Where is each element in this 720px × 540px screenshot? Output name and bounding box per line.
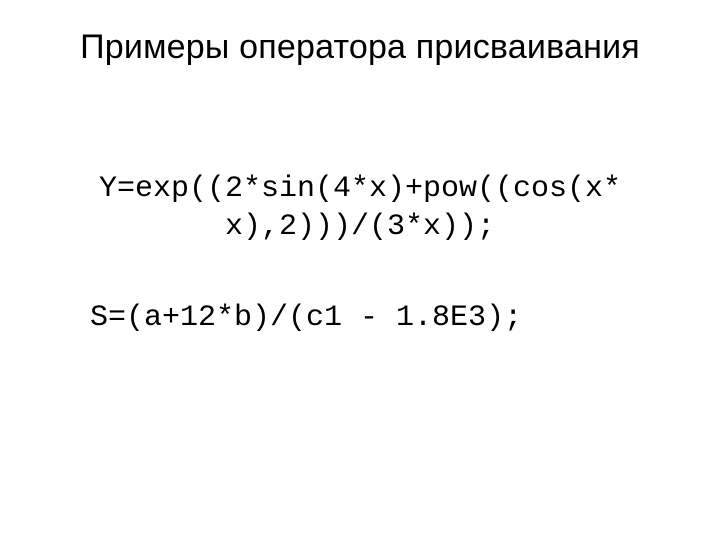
- slide-body: Y=exp((2*sin(4*x)+pow((cos(x* x),2)))/(3…: [60, 170, 660, 337]
- code-line-3: S=(a+12*b)/(c1 - 1.8E3);: [90, 299, 660, 337]
- code-line-1: Y=exp((2*sin(4*x)+pow((cos(x*: [60, 170, 660, 208]
- code-block-2: S=(a+12*b)/(c1 - 1.8E3);: [60, 299, 660, 337]
- slide: Примеры оператора присваивания Y=exp((2*…: [0, 0, 720, 540]
- slide-title: Примеры оператора присваивания: [0, 28, 720, 67]
- code-line-2: x),2)))/(3*x));: [60, 208, 660, 246]
- code-block-1: Y=exp((2*sin(4*x)+pow((cos(x* x),2)))/(3…: [60, 170, 660, 247]
